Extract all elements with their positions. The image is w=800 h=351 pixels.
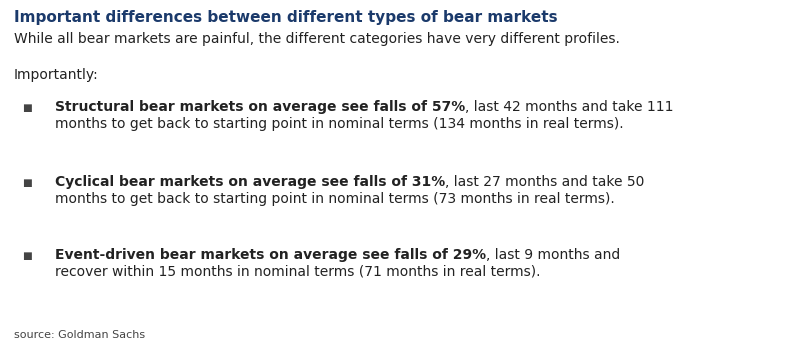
Text: recover within 15 months in nominal terms (71 months in real terms).: recover within 15 months in nominal term… <box>55 265 541 279</box>
Text: Importantly:: Importantly: <box>14 68 98 82</box>
Text: ■: ■ <box>22 178 32 188</box>
Text: , last 27 months and take 50: , last 27 months and take 50 <box>446 175 645 189</box>
Text: , last 42 months and take 111: , last 42 months and take 111 <box>466 100 674 114</box>
Text: , last 9 months and: , last 9 months and <box>486 248 620 262</box>
Text: Important differences between different types of bear markets: Important differences between different … <box>14 10 558 25</box>
Text: months to get back to starting point in nominal terms (73 months in real terms).: months to get back to starting point in … <box>55 192 614 206</box>
Text: Structural bear markets on average see falls of 57%: Structural bear markets on average see f… <box>55 100 466 114</box>
Text: source: Goldman Sachs: source: Goldman Sachs <box>14 330 145 340</box>
Text: ■: ■ <box>22 251 32 261</box>
Text: Event-driven bear markets on average see falls of 29%: Event-driven bear markets on average see… <box>55 248 486 262</box>
Text: ■: ■ <box>22 103 32 113</box>
Text: While all bear markets are painful, the different categories have very different: While all bear markets are painful, the … <box>14 32 620 46</box>
Text: Cyclical bear markets on average see falls of 31%: Cyclical bear markets on average see fal… <box>55 175 446 189</box>
Text: months to get back to starting point in nominal terms (134 months in real terms): months to get back to starting point in … <box>55 117 624 131</box>
